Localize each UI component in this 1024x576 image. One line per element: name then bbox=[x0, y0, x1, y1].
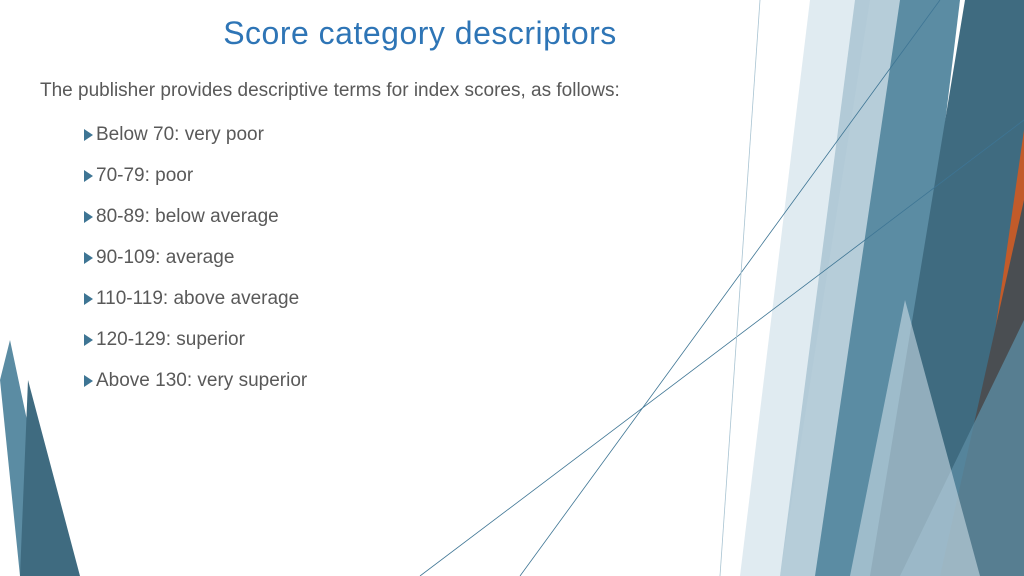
list-item-text: 120-129: superior bbox=[96, 329, 245, 351]
list-item: 70-79: poor bbox=[84, 165, 680, 187]
shape-dark-blue bbox=[870, 0, 1024, 576]
shape-mid-overlay bbox=[900, 320, 1024, 576]
list-item: 90-109: average bbox=[84, 247, 680, 269]
list-item: 80-89: below average bbox=[84, 206, 680, 228]
shape-mid-1 bbox=[815, 0, 960, 576]
list-item-text: Below 70: very poor bbox=[96, 124, 264, 146]
slide-title: Score category descriptors bbox=[160, 15, 680, 52]
bullet-icon bbox=[84, 170, 93, 182]
list-item: Above 130: very superior bbox=[84, 370, 680, 392]
list-item-text: 80-89: below average bbox=[96, 206, 279, 228]
shape-light-1 bbox=[780, 0, 905, 576]
shape-pale-overlay bbox=[850, 300, 980, 576]
line-3 bbox=[720, 0, 760, 576]
bullet-icon bbox=[84, 252, 93, 264]
shape-pale-1 bbox=[740, 0, 870, 576]
list-item-text: Above 130: very superior bbox=[96, 370, 307, 392]
intro-text: The publisher provides descriptive terms… bbox=[40, 80, 680, 102]
list-item: 120-129: superior bbox=[84, 329, 680, 351]
bullet-icon bbox=[84, 211, 93, 223]
slide-content: Score category descriptors The publisher… bbox=[0, 0, 720, 392]
shape-orange bbox=[895, 0, 1024, 576]
bullet-icon bbox=[84, 129, 93, 141]
shape-gray bbox=[940, 200, 1024, 576]
list-item-text: 110-119: above average bbox=[96, 288, 299, 310]
bullet-icon bbox=[84, 293, 93, 305]
list-item-text: 70-79: poor bbox=[96, 165, 193, 187]
shape-left-dark bbox=[20, 380, 80, 576]
descriptor-list: Below 70: very poor 70-79: poor 80-89: bel… bbox=[40, 124, 680, 392]
bullet-icon bbox=[84, 334, 93, 346]
list-item-text: 90-109: average bbox=[96, 247, 234, 269]
bullet-icon bbox=[84, 375, 93, 387]
list-item: 110-119: above average bbox=[84, 288, 680, 310]
list-item: Below 70: very poor bbox=[84, 124, 680, 146]
